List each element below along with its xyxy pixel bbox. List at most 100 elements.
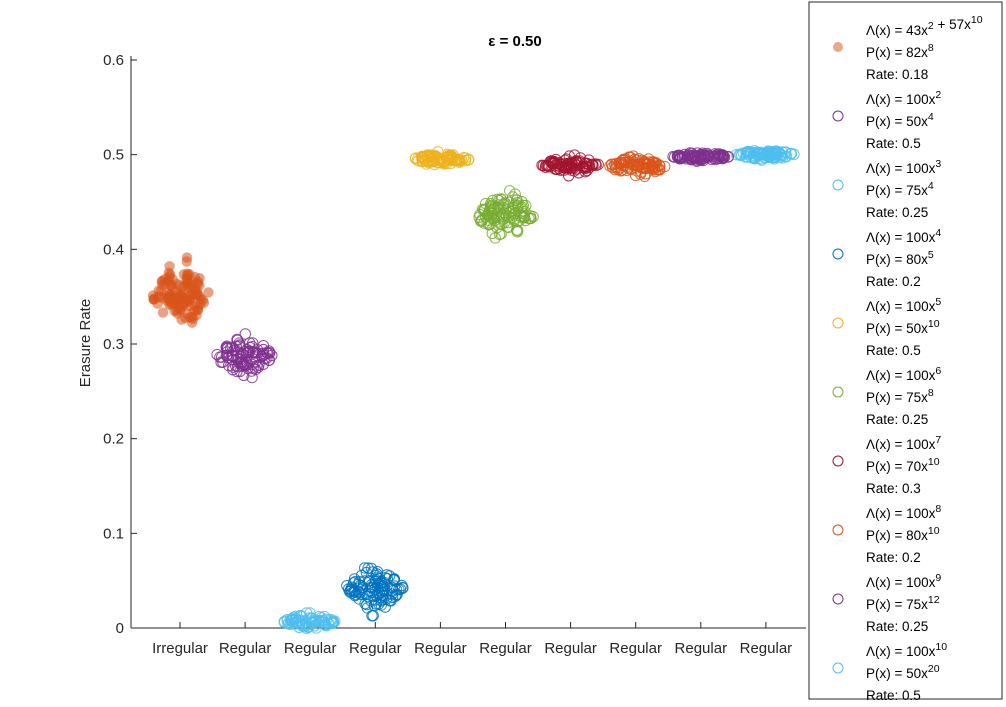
data-point [740, 151, 752, 163]
legend-lambda: Λ(x) = 100x3 [866, 158, 941, 176]
data-point [152, 298, 163, 309]
data-point [722, 151, 734, 163]
data-point [234, 357, 246, 370]
legend-entry: Λ(x) = 100x3 P(x) = 75x4 Rate: 0.25 [832, 158, 941, 220]
data-point [752, 148, 765, 160]
y-tick-label: 0.2 [103, 431, 124, 448]
y-tick-label: 0.4 [103, 241, 124, 258]
data-point [504, 185, 516, 197]
data-point [251, 360, 263, 372]
data-point [518, 210, 531, 223]
data-point [517, 199, 529, 212]
data-point [263, 354, 275, 366]
data-point [488, 204, 500, 216]
legend-marker [832, 386, 844, 398]
legend-marker [832, 662, 844, 674]
data-point [203, 287, 214, 298]
data-point [616, 154, 629, 167]
legend-rate: Rate: 0.5 [866, 136, 921, 151]
data-point [192, 302, 204, 313]
data-point [344, 586, 356, 598]
series-group [211, 328, 278, 384]
y-tick-label: 0.3 [103, 336, 124, 353]
data-point [349, 586, 361, 598]
data-point [156, 276, 167, 287]
data-point [479, 204, 491, 216]
data-point [313, 611, 325, 623]
x-tick-label: Regular [479, 640, 532, 657]
axes: 0 0.1 0.2 0.3 0.4 0.5 0.6 Irregular Regular Regul… [103, 52, 806, 657]
data-point [426, 153, 438, 165]
x-tick-label: Regular [219, 640, 272, 657]
legend-p: P(x) = 75x12 [866, 594, 940, 612]
legend-lambda: Λ(x) = 100x8 [866, 503, 941, 521]
series-group [409, 146, 475, 171]
data-point [252, 361, 264, 374]
data-point [181, 294, 193, 306]
y-tick-label: 0.6 [103, 52, 124, 69]
data-point [491, 221, 503, 234]
data-point [776, 150, 788, 162]
data-point [609, 163, 621, 176]
data-point [481, 217, 493, 229]
data-point [432, 146, 444, 158]
data-point [503, 221, 515, 234]
data-point [459, 154, 472, 167]
legend-rate: Rate: 0.25 [866, 619, 928, 634]
data-point [391, 588, 403, 600]
data-point [241, 347, 253, 359]
data-point [187, 286, 198, 297]
y-tick-label: 0 [116, 620, 124, 637]
x-tick-label: Regular [544, 640, 597, 657]
chart-title: ε = 0.50 [488, 33, 541, 50]
data-point [220, 349, 233, 362]
legend-rate: Rate: 0.2 [866, 550, 921, 565]
data-point [539, 161, 552, 173]
legend-lambda: Λ(x) = 100x6 [866, 365, 941, 383]
legend-rate: Rate: 0.18 [866, 67, 928, 82]
data-point [570, 163, 583, 175]
data-point [381, 573, 393, 585]
data-point [377, 593, 389, 606]
x-tick-label: Regular [284, 640, 337, 657]
y-tick-label: 0.5 [103, 147, 124, 164]
legend-marker [832, 179, 844, 191]
y-tick-label: 0.1 [103, 525, 124, 542]
data-point [685, 153, 697, 166]
x-tick-label: Regular [675, 640, 728, 657]
legend-p: P(x) = 50x20 [866, 663, 940, 681]
data-point [482, 210, 494, 222]
x-tick-label: Regular [740, 640, 793, 657]
data-point [586, 159, 598, 171]
data-point [256, 350, 268, 362]
legend-entry: Λ(x) = 100x2 P(x) = 50x4 Rate: 0.5 [832, 89, 941, 151]
data-point [507, 191, 519, 203]
data-point [173, 291, 184, 302]
data-point [166, 297, 177, 308]
data-point [393, 583, 405, 596]
legend-rate: Rate: 0.3 [866, 481, 921, 496]
legend-p: P(x) = 82x8 [866, 42, 934, 60]
legend-entry: Λ(x) = 100x4 P(x) = 80x5 Rate: 0.2 [832, 227, 941, 289]
legend-lambda: Λ(x) = 100x7 [866, 434, 941, 452]
legend: Λ(x) = 43x2 + 57x10 P(x) = 82x8 Rate: 0.18… [808, 1, 1003, 703]
data-point [473, 211, 485, 223]
data-point [181, 277, 193, 288]
data-point [222, 351, 234, 364]
legend-lambda: Λ(x) = 100x9 [866, 572, 941, 590]
data-point [389, 590, 401, 603]
series-group [604, 150, 671, 183]
data-point [495, 193, 507, 205]
data-point [673, 152, 686, 165]
legend-rate: Rate: 0.25 [866, 412, 928, 427]
data-point [785, 147, 798, 160]
legend-lambda: Λ(x) = 100x5 [866, 296, 941, 314]
data-point [238, 369, 250, 381]
legend-marker [832, 455, 844, 467]
data-point [300, 616, 312, 628]
data-point [487, 194, 499, 207]
data-point [440, 151, 453, 164]
data-point [369, 583, 381, 595]
data-point [300, 622, 313, 634]
legend-lambda: Λ(x) = 100x2 [866, 89, 941, 107]
